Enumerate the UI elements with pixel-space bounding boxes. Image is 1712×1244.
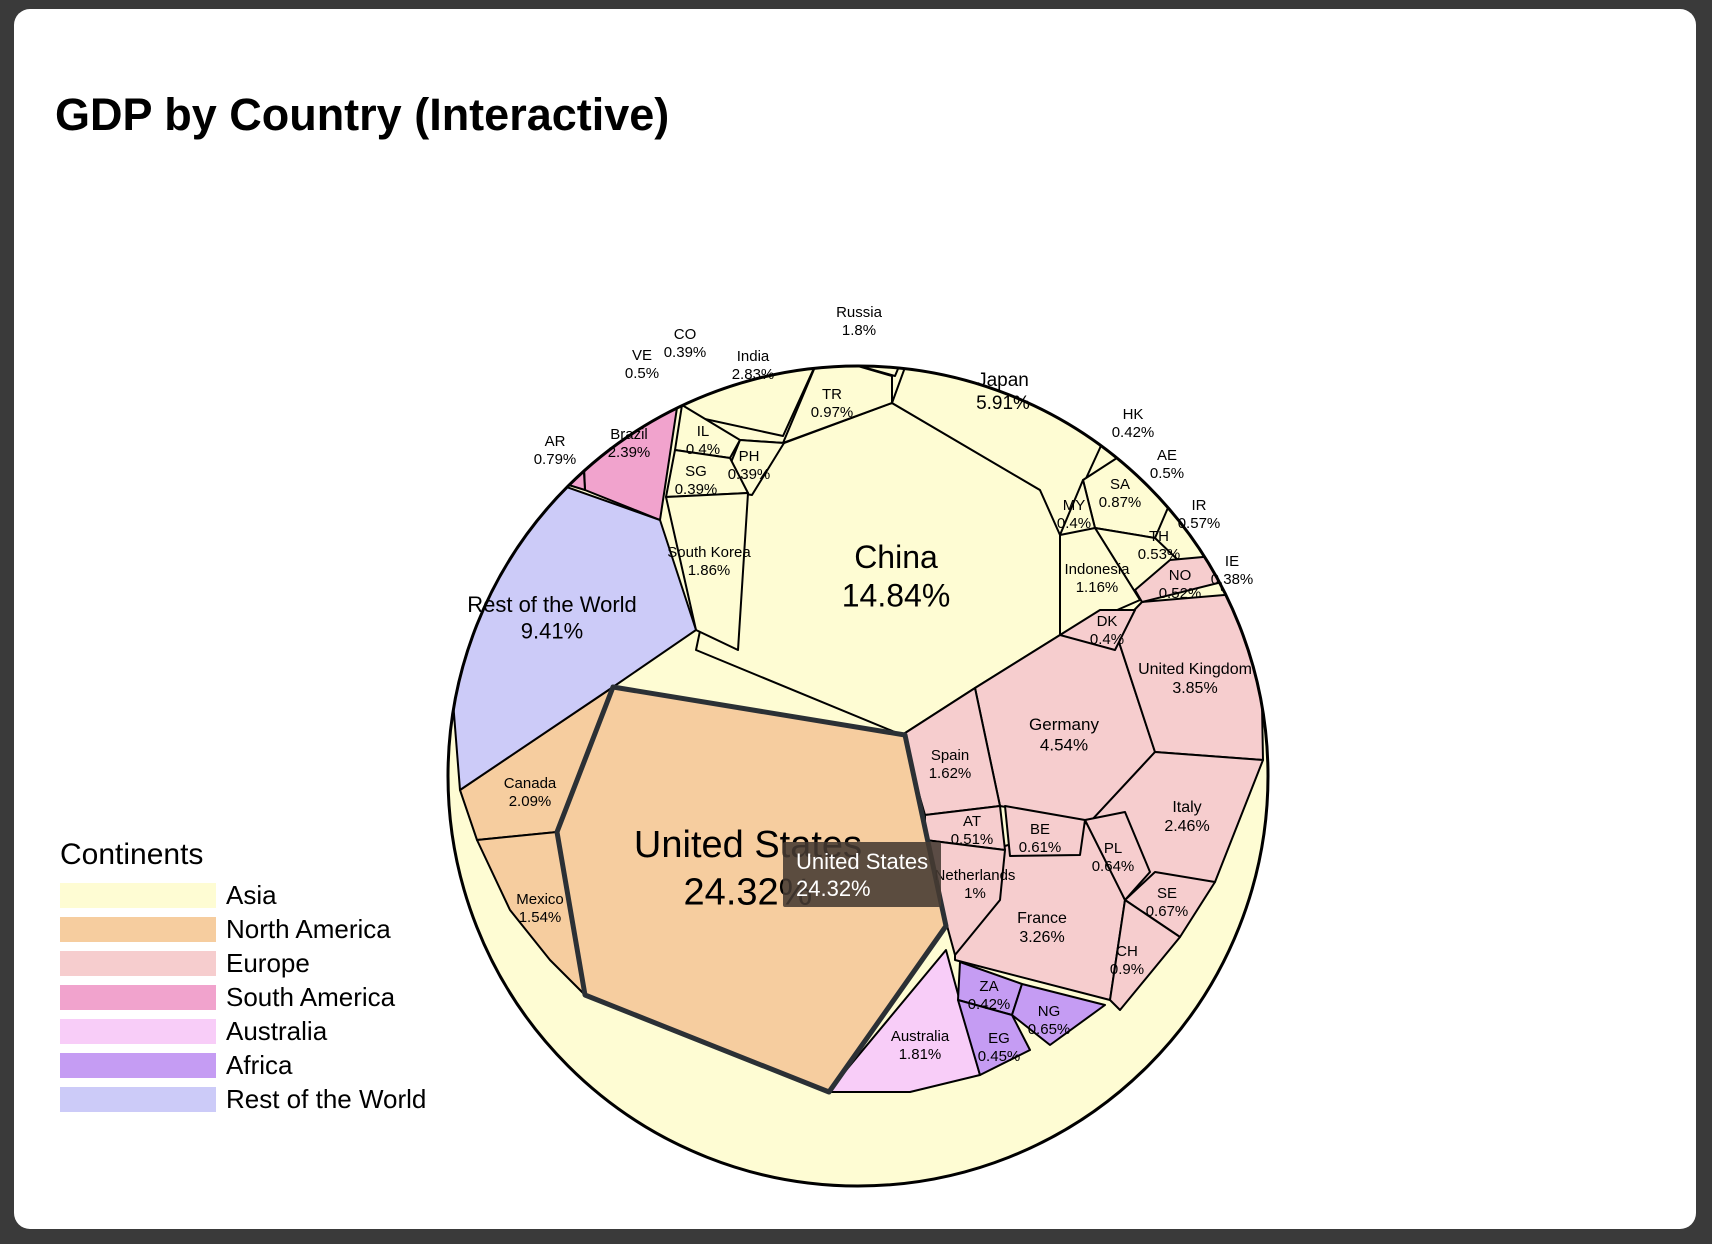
cell-label-za: ZA 0.42% — [968, 978, 1011, 1013]
cell-tr[interactable] — [782, 355, 893, 444]
tooltip: United States 24.32% — [783, 842, 942, 907]
cell-label-se: SE 0.67% — [1146, 885, 1189, 920]
legend-label: Africa — [226, 1049, 293, 1080]
cell-label-south-korea: South Korea 1.86% — [667, 544, 751, 579]
cell-label-ir: IR 0.57% — [1178, 497, 1221, 532]
cell-label-italy: Italy 2.46% — [1164, 799, 1209, 835]
legend-item-africa[interactable]: Africa — [60, 1048, 426, 1082]
legend-swatch — [60, 882, 216, 908]
cell-russia[interactable] — [789, 284, 934, 377]
cell-ch[interactable] — [1109, 899, 1181, 1011]
cell-label-australia: Australia 1.81% — [891, 1028, 950, 1063]
cell-label-co: CO 0.39% — [664, 326, 707, 361]
cell-label-hk: HK 0.42% — [1112, 406, 1155, 441]
legend-label: North America — [226, 913, 391, 944]
legend-label: Australia — [226, 1015, 328, 1046]
cell-label-mexico: Mexico 1.54% — [516, 891, 564, 926]
cell-ng[interactable] — [1011, 983, 1106, 1046]
legend-swatch — [60, 950, 216, 976]
cell-label-ch: CH 0.9% — [1110, 943, 1144, 978]
cell-label-rest-of-the-world: Rest of the World 9.41% — [467, 592, 637, 643]
legend-item-australia[interactable]: Australia — [60, 1014, 426, 1048]
cell-label-indonesia: Indonesia 1.16% — [1064, 561, 1130, 596]
legend-title: Continents — [60, 838, 204, 871]
legend-item-asia[interactable]: Asia — [60, 878, 426, 912]
cell-label-china: China 14.84% — [842, 539, 951, 613]
cell-eg[interactable] — [957, 999, 1031, 1076]
legend-item-north-america[interactable]: North America — [60, 912, 426, 946]
cell-label-ae: AE 0.5% — [1150, 447, 1184, 482]
cell-south-korea[interactable] — [665, 492, 749, 651]
chart-outline — [446, 364, 1270, 1188]
cell-label-ng: NG 0.65% — [1028, 1003, 1071, 1038]
cell-label-sa: SA 0.87% — [1099, 476, 1142, 511]
cell-label-th: TH 0.53% — [1138, 528, 1181, 563]
cell-label-india: India 2.83% — [732, 348, 775, 383]
legend-swatch — [60, 1086, 216, 1112]
legend-item-rest-of-the-world[interactable]: Rest of the World — [60, 1082, 426, 1116]
cell-label-russia: Russia 1.8% — [836, 304, 883, 339]
cell-label-sg: SG 0.39% — [675, 463, 718, 498]
tooltip-value: 24.32% — [796, 876, 871, 901]
legend-item-south-america[interactable]: South America — [60, 980, 426, 1014]
legend-label: Asia — [226, 879, 277, 910]
cell-label-ph: PH 0.39% — [728, 448, 771, 483]
cell-label-at: AT 0.51% — [951, 813, 994, 848]
chart-title: GDP by Country (Interactive) — [55, 89, 670, 140]
cell-label-no: NO 0.52% — [1159, 567, 1202, 602]
cell-label-france: France 3.26% — [1017, 910, 1067, 946]
cell-label-be: BE 0.61% — [1019, 821, 1062, 856]
legend-label: Europe — [226, 947, 310, 978]
cell-label-dk: DK 0.4% — [1090, 613, 1124, 648]
cell-label-brazil: Brazil 2.39% — [608, 426, 651, 461]
cell-united-states[interactable] — [554, 684, 949, 1095]
cell-label-spain: Spain 1.62% — [929, 747, 972, 782]
legend-swatch — [60, 1052, 216, 1078]
cell-label-germany: Germany 4.54% — [1029, 715, 1099, 754]
cell-label-pl: PL 0.64% — [1092, 840, 1135, 875]
cell-label-netherlands: Netherlands 1% — [935, 867, 1016, 902]
cell-label-ve: VE 0.5% — [625, 347, 659, 382]
legend-label: South America — [226, 981, 396, 1012]
cell-label-canada: Canada 2.09% — [504, 775, 557, 810]
cell-label-eg: EG 0.45% — [978, 1030, 1021, 1065]
legend-label: Rest of the World — [226, 1083, 427, 1114]
cell-ar[interactable] — [509, 369, 586, 491]
cell-dk[interactable] — [1059, 609, 1136, 651]
cell-label-ie: IE 0.38% — [1211, 553, 1254, 588]
cell-label-il: IL 0.4% — [686, 423, 720, 458]
cell-label-my: MY 0.4% — [1057, 497, 1091, 532]
tooltip-name: United States — [796, 849, 929, 874]
cell-be[interactable] — [1004, 805, 1086, 857]
legend-swatch — [60, 916, 216, 942]
cell-label-united-kingdom: United Kingdom 3.85% — [1138, 661, 1252, 697]
legend: Continents Asia North America Europe South … — [60, 838, 426, 1116]
cell-label-ar: AR 0.79% — [534, 433, 577, 468]
legend-swatch — [60, 984, 216, 1010]
legend-item-europe[interactable]: Europe — [60, 946, 426, 980]
legend-swatch — [60, 1018, 216, 1044]
cell-label-tr: TR 0.97% — [811, 386, 854, 421]
cell-pl[interactable] — [1084, 811, 1151, 901]
